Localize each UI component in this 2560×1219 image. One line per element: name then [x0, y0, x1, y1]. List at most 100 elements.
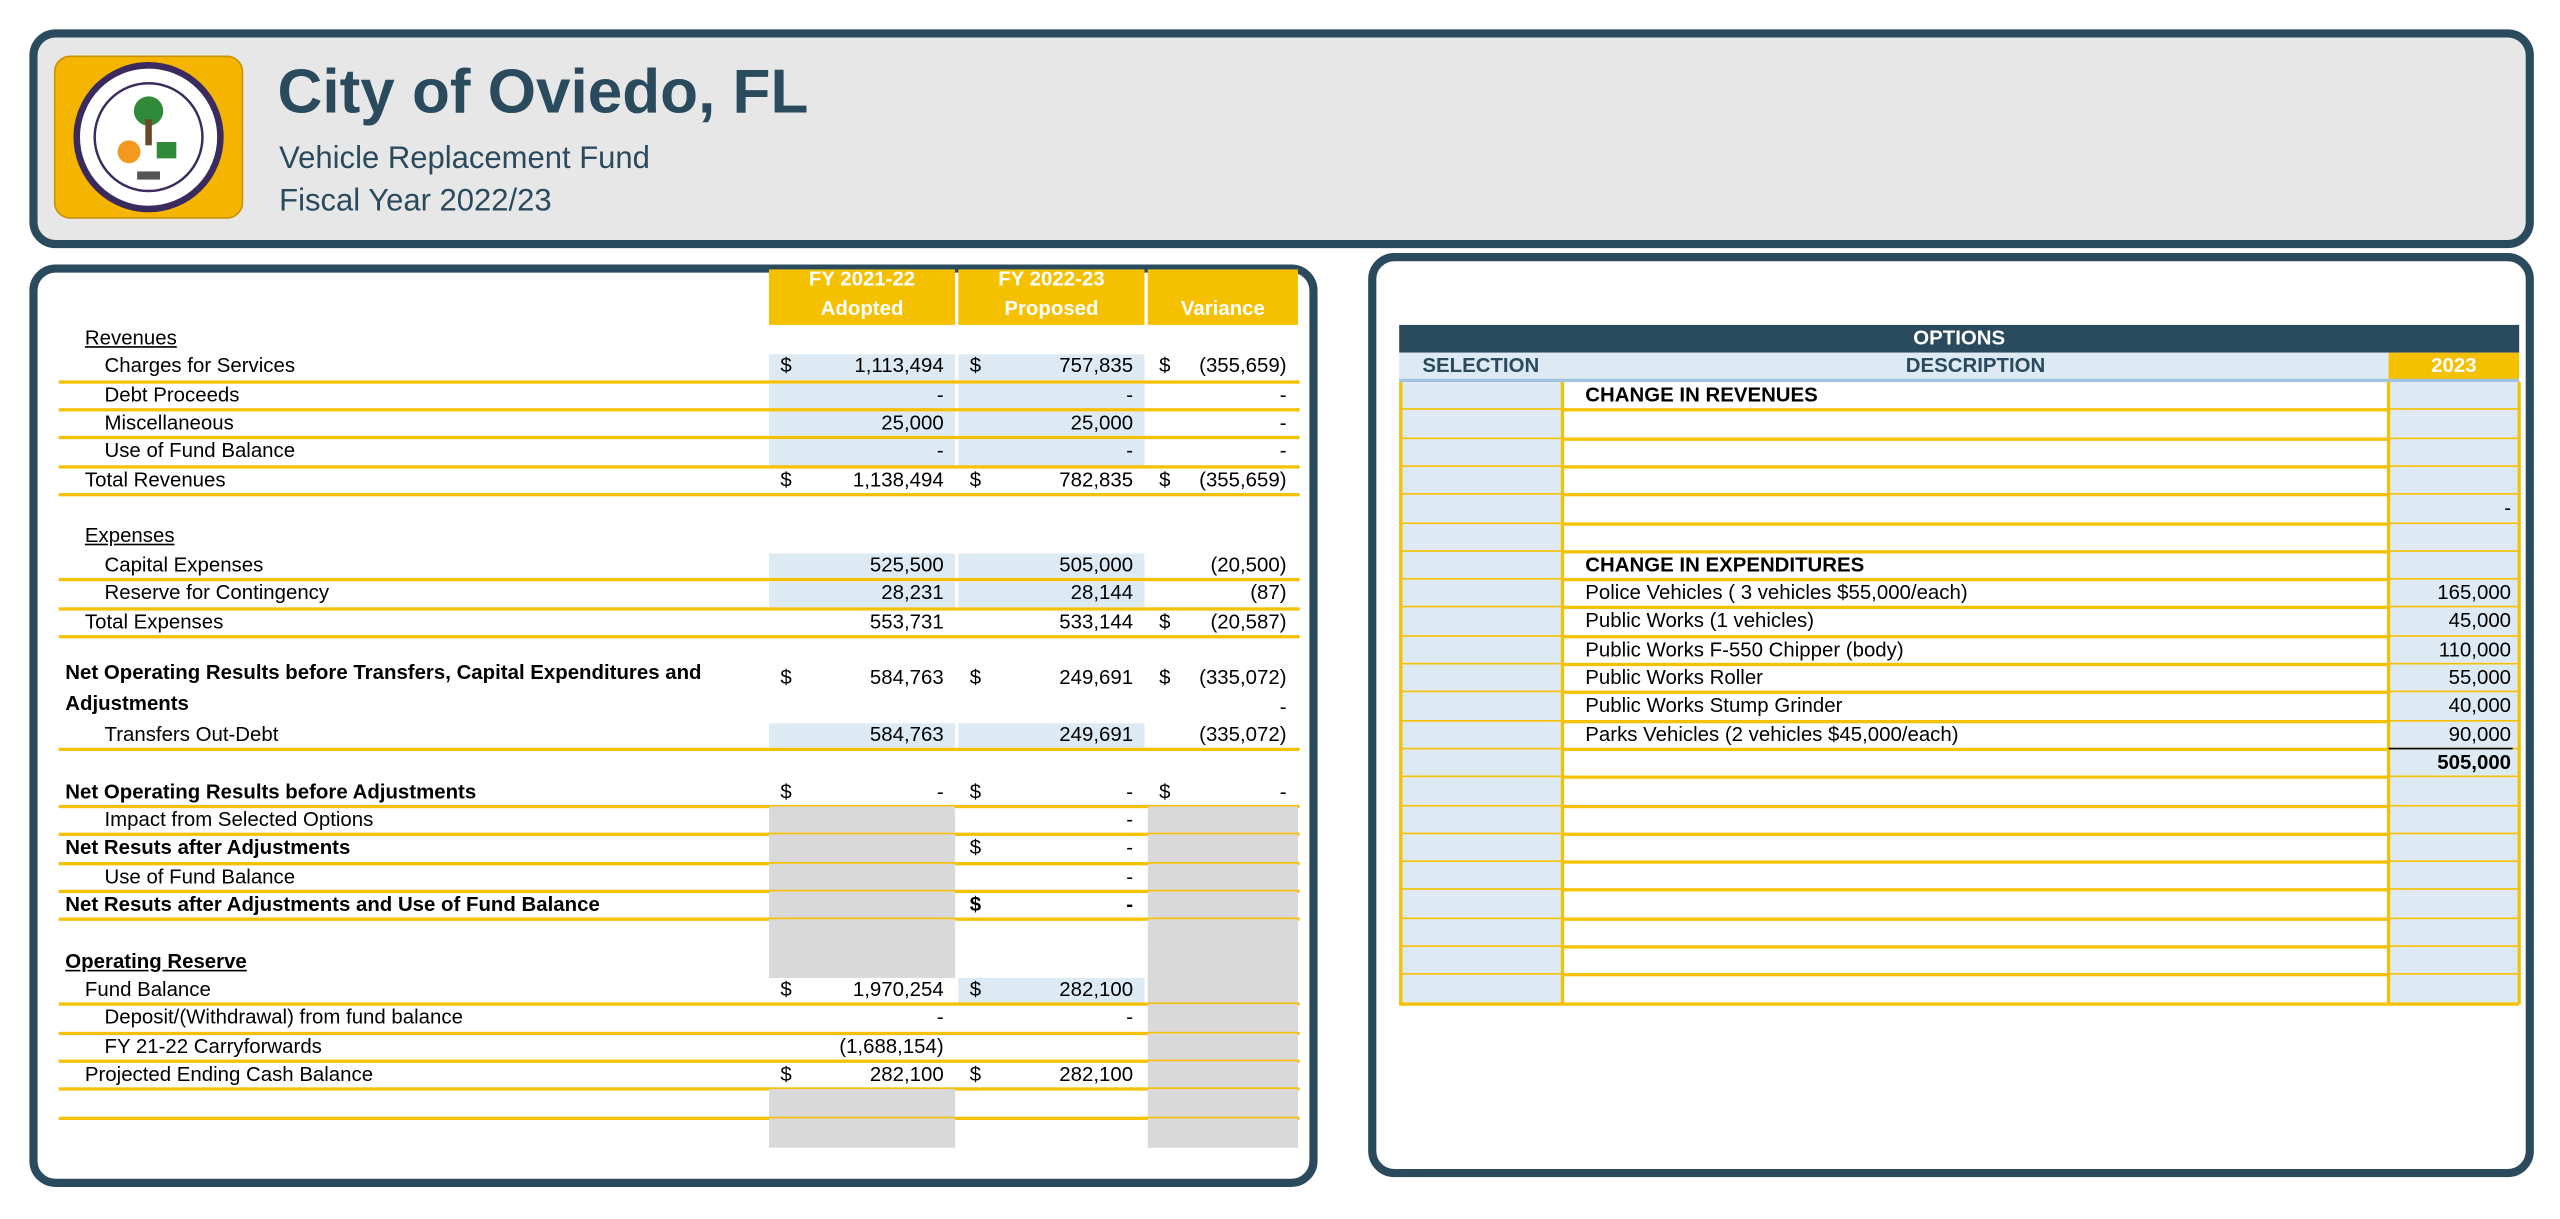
options-fill	[2388, 862, 2520, 891]
options-row-line	[1399, 945, 2520, 949]
input-fill	[958, 723, 1145, 750]
amount: 249,691	[1059, 666, 1134, 690]
options-fill	[2388, 890, 2520, 919]
options-fill	[1399, 890, 1563, 919]
currency-sign: $	[969, 978, 982, 1001]
row-line	[58, 578, 1300, 582]
gray-fill	[768, 919, 956, 949]
amount: -	[1126, 1006, 1134, 1030]
amount: 28,231	[881, 581, 944, 605]
options-fill	[1399, 975, 1563, 1004]
amount: (87)	[1250, 581, 1287, 605]
row-line	[58, 408, 1300, 412]
options-fill	[2388, 749, 2520, 778]
gray-fill	[768, 834, 956, 864]
column-header: FY 2022-23 Proposed	[958, 269, 1145, 325]
options-row-line	[1399, 888, 2520, 893]
row-label: Net Operating Results before Transfers, …	[65, 661, 702, 716]
amount: -	[1279, 411, 1287, 435]
amount: -	[1126, 439, 1134, 463]
gray-fill	[768, 1118, 956, 1148]
options-row-line	[1399, 662, 2520, 667]
row-label: Total Expenses	[84, 609, 224, 633]
row-label: Charges for Services	[104, 354, 296, 378]
currency-sign: $	[1159, 354, 1171, 378]
input-fill	[768, 354, 956, 382]
row-label: Net Resuts after Adjustments and Use of …	[65, 893, 600, 916]
row-line	[58, 833, 1300, 837]
options-fill	[1399, 862, 1563, 891]
options-column-header: 2023	[2388, 352, 2520, 383]
options-row-line	[1399, 465, 2520, 469]
options-row-line	[1399, 917, 2520, 921]
input-fill	[958, 978, 1145, 1005]
options-row-line	[1399, 973, 2520, 977]
row-line	[58, 918, 1300, 922]
column-header-text: FY 2022-23	[998, 269, 1105, 291]
amount: (355,659)	[1199, 354, 1287, 378]
header-panel	[29, 29, 2534, 249]
row-line	[58, 606, 1300, 610]
options-fill	[1399, 692, 1563, 721]
gray-fill	[1147, 1118, 1298, 1148]
input-fill	[768, 439, 956, 467]
row-label: Projected Ending Cash Balance	[84, 1063, 374, 1086]
options-fill	[2388, 777, 2520, 806]
gray-fill	[1147, 1061, 1298, 1091]
option-amount: 110,000	[2438, 637, 2512, 661]
currency-sign: $	[780, 354, 792, 378]
options-column-header: SELECTION	[1399, 352, 1563, 383]
currency-sign: $	[969, 1063, 982, 1086]
options-fill	[1399, 833, 1563, 863]
gray-fill	[768, 891, 956, 921]
option-description: Police Vehicles ( 3 vehicles $55,000/eac…	[1585, 581, 1968, 605]
gray-fill	[1147, 948, 1298, 978]
row-line	[58, 634, 1300, 639]
amount: (1,688,154)	[839, 1034, 944, 1058]
options-fill	[1399, 466, 1563, 495]
options-fill	[2388, 918, 2520, 947]
option-amount: 45,000	[2448, 609, 2512, 633]
options-fill	[2388, 579, 2520, 608]
amount: 1,113,494	[854, 354, 944, 378]
row-line	[58, 861, 1300, 865]
options-fill	[1399, 579, 1563, 608]
options-row-line	[1399, 493, 2520, 497]
gray-fill	[1147, 834, 1298, 864]
options-fill	[1399, 438, 1563, 467]
row-line	[58, 379, 1300, 384]
currency-sign: $	[780, 1063, 792, 1086]
column-header-text: Adopted	[820, 297, 904, 320]
row-line	[58, 1003, 1300, 1007]
row-line	[58, 889, 1300, 894]
currency-sign: $	[1159, 666, 1171, 690]
options-fill	[2388, 636, 2520, 665]
amount: 282,100	[1059, 978, 1134, 1001]
currency-sign: $	[969, 468, 982, 492]
options-row-line	[1399, 832, 2520, 836]
options-row-line	[1399, 860, 2520, 864]
amount: -	[1126, 808, 1134, 831]
options-fill	[2388, 975, 2520, 1004]
options-fill	[2388, 551, 2520, 580]
row-label: Capital Expenses	[104, 553, 264, 576]
options-col-line	[2517, 382, 2521, 1004]
currency-sign: $	[1159, 468, 1171, 492]
options-fill	[1399, 410, 1563, 439]
input-fill	[768, 581, 956, 609]
amount: 525,500	[869, 553, 944, 576]
amount: -	[936, 439, 944, 463]
currency-sign: $	[969, 354, 982, 378]
option-description: Public Works F-550 Chipper (body)	[1585, 637, 1904, 661]
row-label: Expenses	[84, 524, 175, 548]
column-header: FY 2021-22 Adopted	[768, 269, 956, 325]
currency-sign: $	[969, 666, 982, 690]
row-label: Debt Proceeds	[104, 383, 240, 407]
gray-fill	[1147, 1033, 1298, 1063]
row-line	[58, 493, 1300, 497]
amount: 282,100	[1059, 1063, 1134, 1086]
currency-sign: $	[969, 836, 982, 860]
options-row-line	[1399, 804, 2520, 808]
options-fill	[2388, 692, 2520, 721]
amount: -	[1279, 694, 1287, 718]
